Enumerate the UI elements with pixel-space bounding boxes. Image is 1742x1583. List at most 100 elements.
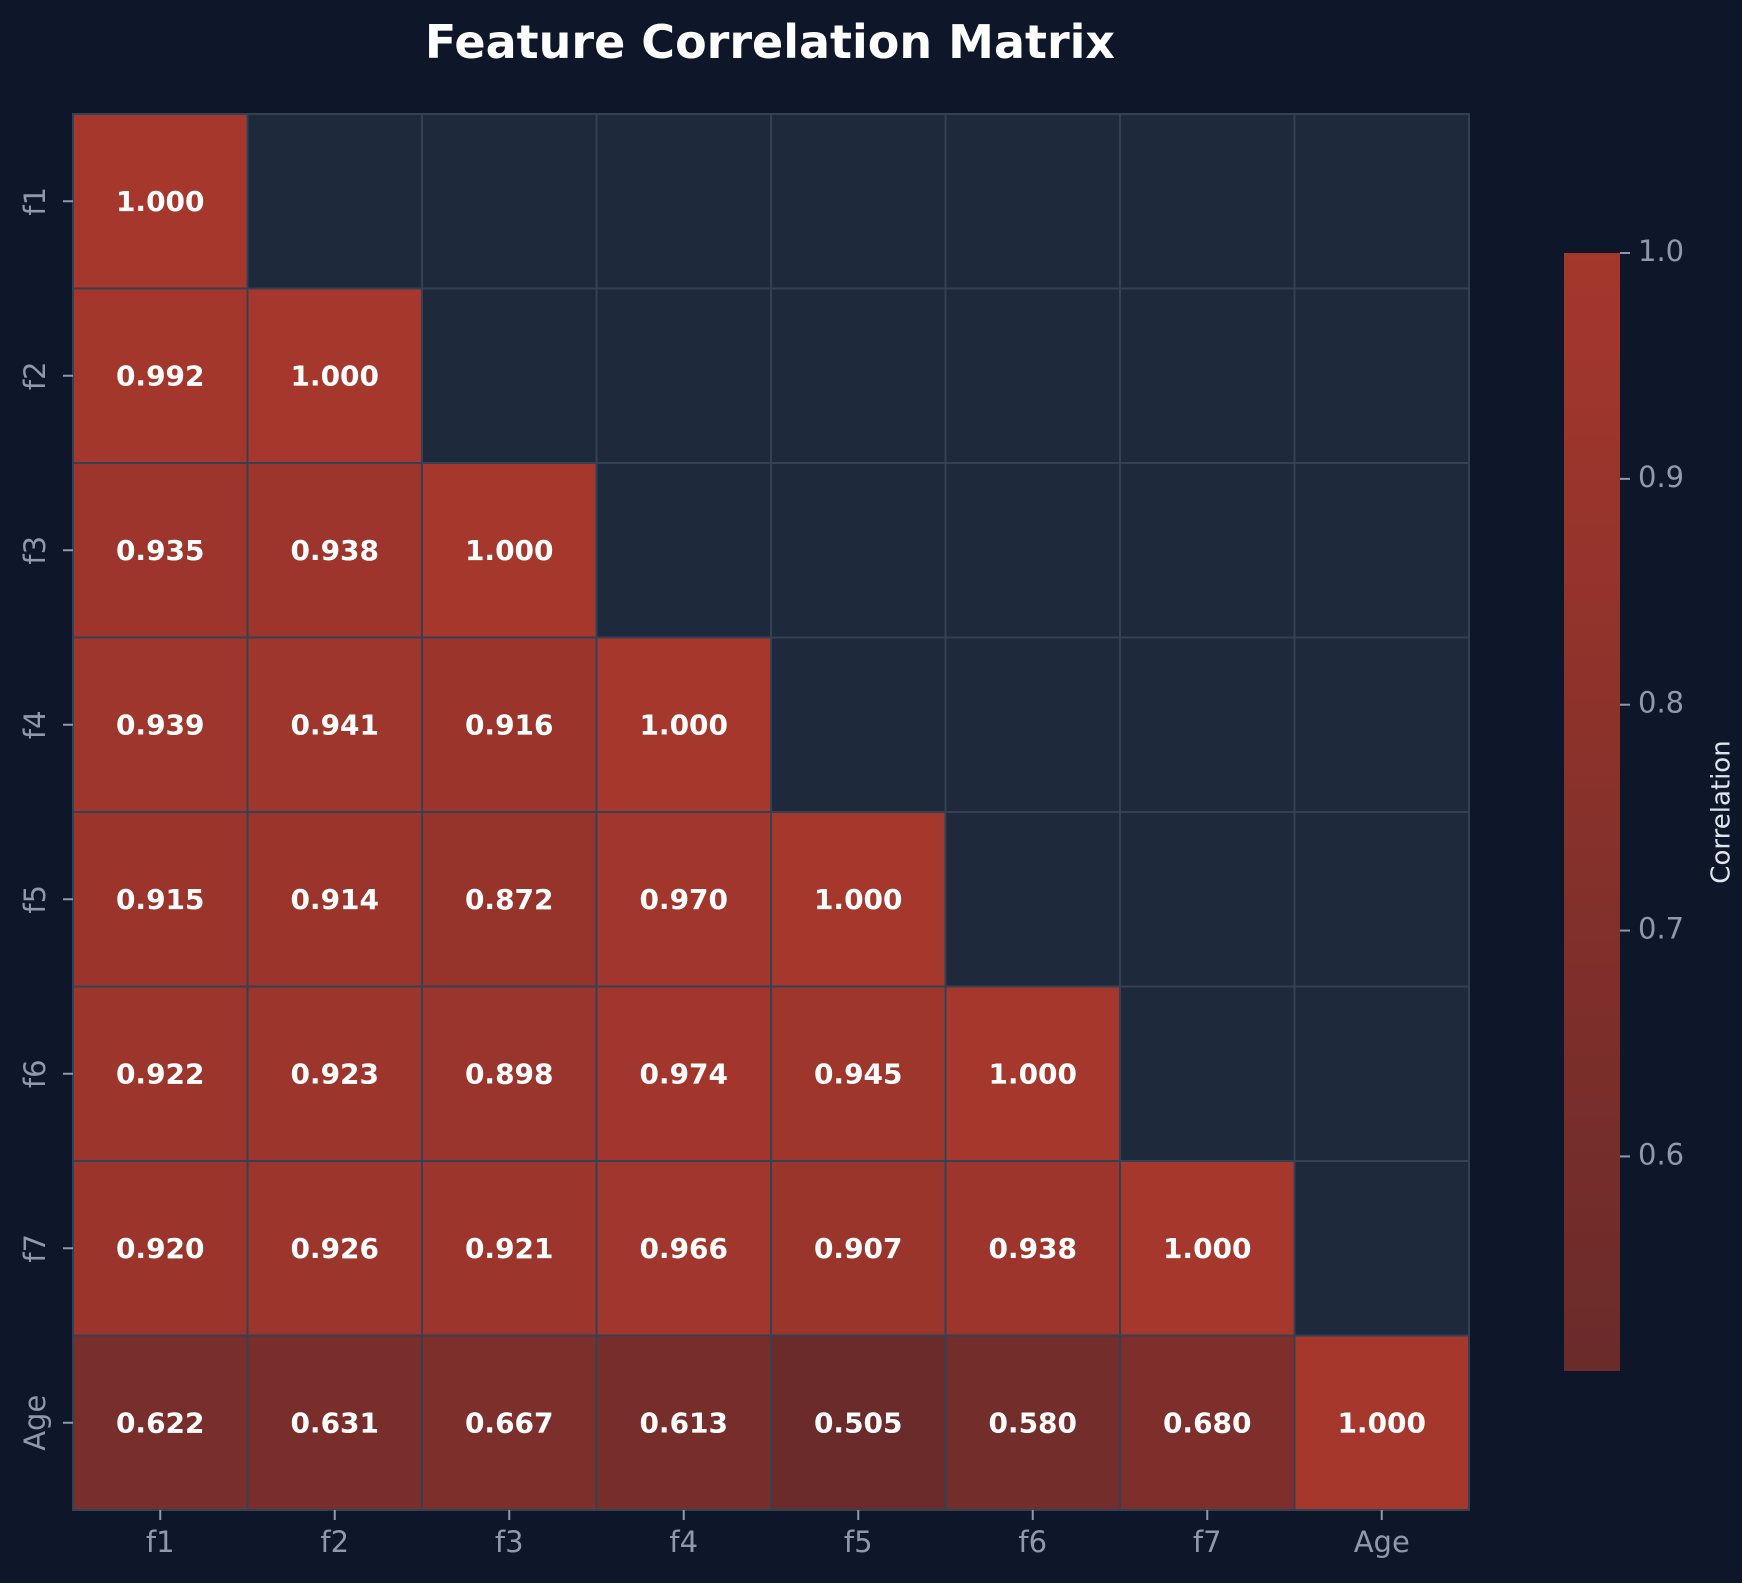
- heatmap-cell-masked: [421, 113, 598, 290]
- cell-value-label: 1.000: [1163, 1232, 1252, 1265]
- heatmap-cell-masked: [595, 287, 772, 464]
- heatmap-cell: [595, 811, 772, 988]
- colorbar-ticks: 0.6 0.7 0.8 0.9 1.0: [1620, 234, 1684, 1171]
- heatmap-cell-masked: [1293, 811, 1470, 988]
- cell-value-label: 0.974: [639, 1057, 728, 1090]
- heatmap-cell-masked: [1293, 1160, 1470, 1337]
- heatmap-cell: [246, 1160, 423, 1337]
- heatmap-cell-masked: [246, 113, 423, 290]
- heatmap-cell-masked: [1119, 113, 1296, 290]
- y-tick-label: f3: [18, 536, 52, 565]
- colorbar-tick-label: 0.6: [1638, 1137, 1684, 1171]
- heatmap-cell: [1293, 1334, 1470, 1511]
- heatmap-cell: [72, 1334, 249, 1511]
- y-axis-ticks: f1 f2 f3 f4 f5 f6 f7 Age: [18, 187, 73, 1451]
- heatmap-cell: [770, 811, 947, 988]
- x-tick-label: f2: [320, 1525, 349, 1559]
- cell-value-label: 0.907: [814, 1232, 903, 1265]
- cell-value-label: 0.667: [465, 1406, 554, 1439]
- cell-value-label: 1.000: [639, 708, 728, 741]
- y-tick-label: f4: [18, 710, 52, 739]
- cell-value-label: 0.631: [290, 1406, 379, 1439]
- heatmap-cell: [421, 811, 598, 988]
- y-tick-label: f6: [18, 1059, 52, 1088]
- cell-value-label: 0.939: [116, 708, 205, 741]
- colorbar-tick-label: 0.9: [1638, 460, 1684, 494]
- x-tick-label: f5: [844, 1525, 873, 1559]
- heatmap-cell-masked: [770, 462, 947, 639]
- cell-value-label: 0.613: [639, 1406, 728, 1439]
- heatmap-cell: [1119, 1160, 1296, 1337]
- cell-value-label: 0.938: [988, 1232, 1077, 1265]
- cell-value-label: 0.505: [814, 1406, 903, 1439]
- cell-value-label: 0.938: [290, 534, 379, 567]
- cell-value-label: 0.922: [116, 1057, 205, 1090]
- colorbar-tick-label: 1.0: [1638, 234, 1684, 268]
- cell-value-label: 0.926: [290, 1232, 379, 1265]
- heatmap-cell-masked: [1293, 985, 1470, 1162]
- heatmap-cell-masked: [944, 811, 1121, 988]
- colorbar-label: Correlation: [1707, 740, 1737, 883]
- heatmap-cell: [1119, 1334, 1296, 1511]
- heatmap-cell-masked: [770, 287, 947, 464]
- cell-value-label: 0.916: [465, 708, 554, 741]
- cell-value-label: 0.915: [116, 883, 205, 916]
- heatmap-cell-masked: [1119, 462, 1296, 639]
- heatmap-cell: [72, 113, 249, 290]
- heatmap-cell-masked: [1119, 636, 1296, 813]
- heatmap-cell-masked: [1119, 287, 1296, 464]
- heatmap-cell: [421, 1334, 598, 1511]
- y-tick-label: f1: [18, 187, 52, 216]
- colorbar-tick-label: 0.7: [1638, 912, 1684, 946]
- heatmap-cells: 1.000 0.992 1.000 0.935 0.938 1.000 0.939 0.941…: [72, 113, 1470, 1511]
- heatmap-cell: [72, 287, 249, 464]
- heatmap-cell-masked: [1293, 113, 1470, 290]
- heatmap-cell-masked: [1119, 811, 1296, 988]
- cell-value-label: 0.935: [116, 534, 205, 567]
- cell-value-label: 1.000: [988, 1057, 1077, 1090]
- colorbar-gradient: [1564, 253, 1620, 1371]
- heatmap-cell-masked: [944, 287, 1121, 464]
- colorbar: 0.6 0.7 0.8 0.9 1.0 Correlation: [1564, 234, 1737, 1371]
- heatmap-cell: [944, 985, 1121, 1162]
- cell-value-label: 0.580: [988, 1406, 1077, 1439]
- y-tick-label: Age: [18, 1395, 52, 1451]
- heatmap-cell: [72, 1160, 249, 1337]
- cell-value-label: 0.622: [116, 1406, 205, 1439]
- heatmap-cell: [595, 985, 772, 1162]
- heatmap-cell: [421, 985, 598, 1162]
- heatmap-cell-masked: [944, 113, 1121, 290]
- cell-value-label: 1.000: [290, 359, 379, 392]
- cell-value-label: 0.970: [639, 883, 728, 916]
- cell-value-label: 0.992: [116, 359, 205, 392]
- cell-value-label: 0.680: [1163, 1406, 1252, 1439]
- heatmap-cell: [246, 811, 423, 988]
- x-tick-label: f7: [1193, 1525, 1222, 1559]
- colorbar-tick-label: 0.8: [1638, 686, 1684, 720]
- cell-value-label: 0.872: [465, 883, 554, 916]
- y-tick-label: f2: [18, 361, 52, 390]
- heatmap-cell-masked: [1119, 985, 1296, 1162]
- heatmap-cell-masked: [421, 287, 598, 464]
- cell-value-label: 0.914: [290, 883, 379, 916]
- x-tick-label: f1: [146, 1525, 175, 1559]
- cell-value-label: 0.945: [814, 1057, 903, 1090]
- heatmap-cell: [421, 462, 598, 639]
- heatmap-cell-masked: [595, 113, 772, 290]
- heatmap-cell: [72, 462, 249, 639]
- x-tick-label: f6: [1018, 1525, 1047, 1559]
- cell-value-label: 1.000: [1337, 1406, 1426, 1439]
- y-tick-label: f5: [18, 885, 52, 914]
- cell-value-label: 0.923: [290, 1057, 379, 1090]
- x-tick-label: Age: [1354, 1525, 1410, 1559]
- cell-value-label: 1.000: [465, 534, 554, 567]
- heatmap-cell-masked: [770, 113, 947, 290]
- x-tick-label: f4: [669, 1525, 698, 1559]
- heatmap-cell: [595, 1160, 772, 1337]
- x-axis-ticks: f1 f2 f3 f4 f5 f6 f7 Age: [146, 1510, 1410, 1559]
- cell-value-label: 0.921: [465, 1232, 554, 1265]
- heatmap-cell: [770, 985, 947, 1162]
- heatmap-cell-masked: [944, 462, 1121, 639]
- heatmap-cell: [595, 636, 772, 813]
